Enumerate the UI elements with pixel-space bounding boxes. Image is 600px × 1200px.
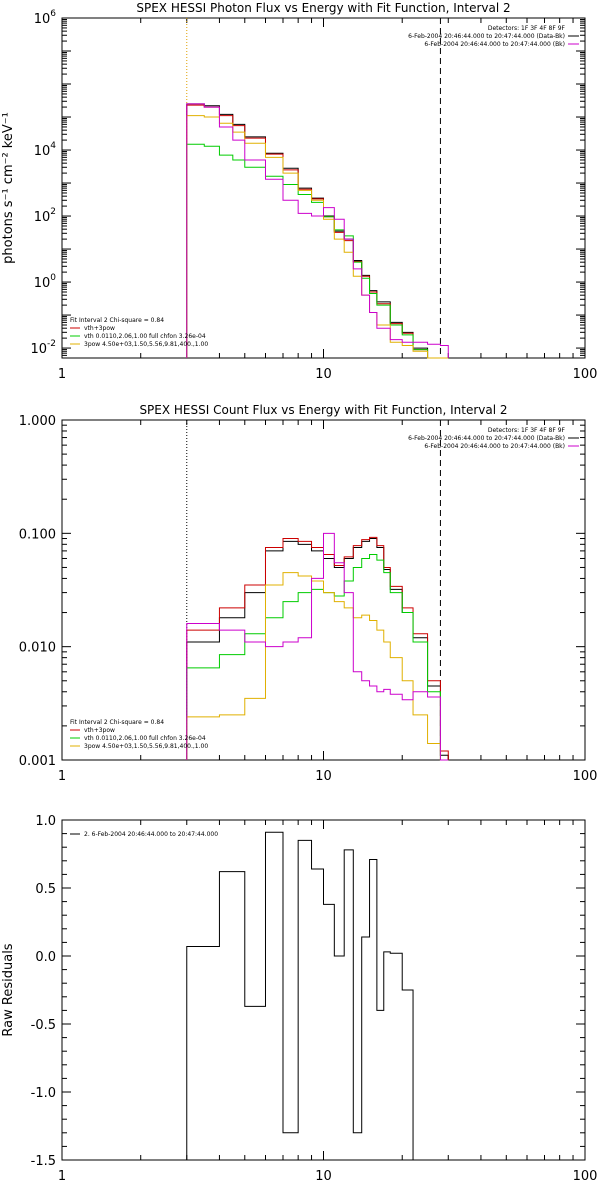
y-tick-label: 100 [34,273,57,291]
y-tick-label: 0.5 [35,882,56,897]
series-line-3 [186,143,449,359]
series-line-4 [186,115,449,359]
legend-entry: Fit Interval 2 Chi-square = 0.84 [70,719,164,726]
legend-entry: 6-Feb-2004 20:46:44.000 to 20:47:44.000 … [408,33,565,40]
y-tick-label-base: 0.100 [19,527,56,542]
series-line-2 [186,104,449,359]
x-tick-label: 1 [58,1169,66,1184]
legend-entry: 2. 6-Feb-2004 20:46:44.000 to 20:47:44.0… [84,831,218,838]
chart-title: SPEX HESSI Photon Flux vs Energy with Fi… [136,1,510,15]
y-tick-label-exponent: 2 [50,207,56,217]
y-tick-label: -1.0 [31,1086,56,1101]
series-line-5 [186,103,449,358]
y-tick-label-exponent: 6 [50,9,56,19]
y-axis-label: photons s⁻¹ cm⁻² keV⁻¹ [1,112,16,264]
y-tick-label: 104 [34,141,57,159]
legend-entry: vth 0.0110,2.06,1.00 full chfon 3.26e-04 [84,333,206,340]
y-tick-label-base: 10 [34,210,51,225]
x-tick-label: 1 [58,769,66,784]
y-tick-label: 0.001 [19,754,56,769]
legend-entry: 6-Feb-2004 20:46:44.000 to 20:47:44.000 … [424,41,565,48]
y-tick-label-base: 0.001 [19,754,56,769]
y-tick-label: -0.5 [31,1018,56,1033]
chart-panel-2: SPEX HESSI Count Flux vs Energy with Fit… [19,403,598,784]
y-tick-label-exponent: 0 [50,273,56,283]
x-tick-label: 10 [315,769,332,784]
series-line-3 [186,554,449,761]
x-tick-label: 100 [573,1169,598,1184]
x-tick-label: 10 [315,367,332,382]
chart-panel-3: Raw Residuals 1 10 100 1.0 0.5 0.0 -0.5 -1.0 -1.5… [1,814,597,1184]
y-tick-label-base: -1.0 [31,1086,56,1101]
series-line-2 [186,536,449,760]
y-tick-label-base: 10 [34,276,51,291]
series-line-1 [186,538,449,760]
y-tick-label-base: -1.5 [31,1154,56,1169]
series-line-5 [186,532,449,761]
y-tick-label: -1.5 [31,1154,56,1169]
x-tick-label: 100 [573,769,598,784]
legend-entry: Detectors: 1F 3F 4F 8F 9F [488,427,566,434]
legend-entry: 3pow 4.50e+03,1.50,5.56,9.81,400.,1.00 [84,743,208,750]
legend-entry: vth 0.0110,2.06,1.00 full chfon 3.26e-04 [84,735,206,742]
legend-entry: Fit Interval 2 Chi-square = 0.84 [70,317,164,324]
y-axis-label: Raw Residuals [1,943,16,1036]
x-tick-label: 100 [573,367,598,382]
y-tick-label: 0.010 [19,641,56,656]
y-tick-label-exponent: -2 [47,339,56,349]
y-tick-label-base: 0.010 [19,641,56,656]
x-tick-label: 1 [58,367,66,382]
y-tick-label: 1.0 [35,814,56,829]
y-tick-label: 1.000 [19,414,56,429]
chart-title: SPEX HESSI Count Flux vs Energy with Fit… [139,403,507,417]
y-tick-label-base: 10 [34,144,51,159]
legend-entry: 6-Feb-2004 20:46:44.000 to 20:47:44.000 … [424,443,565,450]
chart-panel-1: SPEX HESSI Photon Flux vs Energy with Fi… [1,1,597,382]
legend-entry: 3pow 4.50e+03,1.50,5.56,9.81,400.,1.00 [84,341,208,348]
y-tick-label-base: 1.000 [19,414,56,429]
y-tick-label-base: 1.0 [35,814,56,829]
y-tick-label-base: -0.5 [31,1018,56,1033]
y-tick-label: 10-2 [30,339,56,357]
legend-entry: Detectors: 1F 3F 4F 8F 9F [488,25,566,32]
y-tick-label-base: 0.5 [35,882,56,897]
series-line-4 [186,572,449,761]
y-tick-label: 0.0 [35,950,56,965]
legend-entry: vth+3pow [84,325,115,332]
y-tick-label-exponent: 4 [50,141,56,151]
y-tick-label-base: 0.0 [35,950,56,965]
y-tick-label: 0.100 [19,527,56,542]
y-tick-label-base: 10 [34,12,51,27]
x-tick-label: 10 [315,1169,332,1184]
y-tick-label-base: 10 [30,342,47,357]
plot-frame [61,17,586,359]
series-line-1 [186,831,441,1161]
y-tick-label: 102 [34,207,56,225]
series-line-1 [186,103,449,359]
legend-entry: vth+3pow [84,727,115,734]
y-tick-label: 106 [34,9,57,27]
legend-entry: 6-Feb-2004 20:46:44.000 to 20:47:44.000 … [408,435,565,442]
